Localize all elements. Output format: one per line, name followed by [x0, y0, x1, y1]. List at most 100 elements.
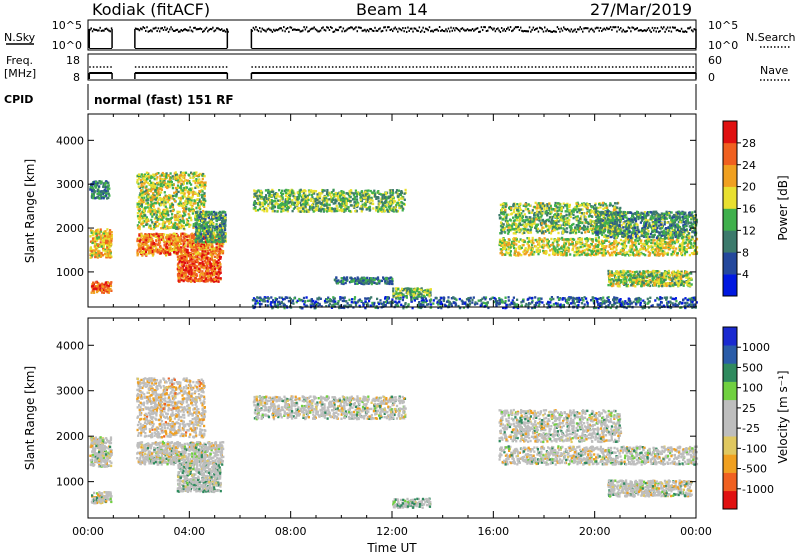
scatter-cell	[516, 251, 519, 254]
scatter-cell	[144, 202, 147, 205]
scatter-cell	[102, 184, 105, 187]
scatter-cell	[213, 227, 216, 230]
scatter-cell	[181, 239, 184, 242]
nsky-point	[585, 27, 588, 30]
nsky-point	[680, 27, 683, 30]
scatter-cell	[356, 276, 359, 279]
scatter-cell	[141, 186, 144, 189]
scatter-cell	[189, 223, 192, 227]
scatter-cell	[276, 203, 280, 206]
scatter-cell	[212, 251, 215, 255]
scatter-cell	[89, 240, 93, 243]
scatter-cell	[179, 236, 182, 239]
scatter-cell	[148, 183, 151, 186]
scatter-cell	[681, 250, 684, 253]
scatter-cell	[136, 224, 139, 227]
scatter-cell	[107, 284, 110, 288]
scatter-cell	[189, 208, 193, 211]
scatter-cell	[349, 276, 352, 280]
scatter-cell	[188, 261, 191, 264]
scatter-cell	[296, 191, 299, 194]
nsky-tick-bottom: 10^0	[52, 39, 82, 52]
scatter-cell	[278, 206, 281, 210]
scatter-cell	[147, 173, 150, 176]
scatter-cell	[387, 282, 390, 285]
nsky-point	[204, 28, 207, 31]
scatter-cell	[99, 243, 103, 246]
scatter-cell	[205, 224, 208, 227]
cpid-text: normal (fast) 151 RF	[94, 93, 234, 107]
scatter-cell	[350, 277, 353, 280]
scatter-cell	[91, 189, 94, 192]
nsky-point	[103, 29, 105, 32]
scatter-cell	[209, 219, 212, 222]
scatter-cell	[202, 241, 205, 244]
scatter-cell	[155, 246, 158, 249]
nsky-point	[272, 28, 275, 31]
scatter-cell	[199, 181, 202, 185]
scatter-cell	[198, 198, 201, 201]
scatter-cell	[184, 253, 187, 257]
nsky-point	[365, 30, 367, 33]
nsky-point	[385, 29, 388, 32]
scatter-cell	[378, 282, 381, 285]
scatter-cell	[284, 194, 288, 198]
nsky-point	[260, 30, 262, 33]
scatter-cell	[156, 188, 159, 191]
scatter-cell	[558, 250, 561, 254]
scatter-cell	[139, 212, 142, 216]
scatter-cell	[172, 243, 175, 246]
scatter-cell	[417, 295, 421, 298]
scatter-cell	[155, 187, 159, 190]
scatter-cell	[222, 222, 226, 226]
scatter-cell	[366, 276, 369, 280]
scatter-cell	[158, 238, 161, 241]
scatter-cell	[210, 248, 213, 251]
scatter-cell	[138, 210, 141, 213]
scatter-cell	[506, 252, 509, 255]
scatter-cell	[192, 279, 195, 282]
scatter-cell	[550, 237, 553, 241]
scatter-cell	[604, 239, 607, 243]
nsky-point	[632, 26, 635, 29]
scatter-cell	[143, 220, 146, 223]
scatter-cell	[210, 247, 213, 250]
nsky-point	[157, 27, 160, 30]
nsky-point	[468, 29, 470, 32]
scatter-cell	[219, 277, 222, 280]
scatter-cell	[187, 207, 190, 210]
scatter-cell	[165, 217, 168, 220]
scatter-cell	[268, 192, 271, 195]
scatter-cell	[315, 202, 318, 205]
scatter-cell	[197, 229, 201, 232]
scatter-cell	[149, 239, 152, 243]
scatter-cell	[397, 294, 400, 297]
nsky-point	[569, 30, 571, 33]
scatter-cell	[186, 267, 189, 271]
scatter-cell	[193, 270, 196, 274]
scatter-cell	[171, 205, 174, 209]
scatter-cell	[423, 291, 426, 294]
scatter-cell	[99, 194, 102, 197]
scatter-cell	[217, 245, 220, 249]
scatter-cell	[191, 232, 194, 235]
scatter-cell	[107, 256, 110, 259]
scatter-cell	[153, 174, 156, 177]
scatter-cell	[413, 290, 416, 294]
nsky-point	[551, 30, 554, 33]
scatter-cell	[163, 191, 166, 194]
scatter-cell	[344, 206, 347, 210]
scatter-cell	[509, 250, 512, 253]
scatter-cell	[155, 213, 158, 216]
scatter-cell	[377, 279, 380, 283]
scatter-cell	[342, 191, 345, 194]
scatter-cell	[188, 241, 191, 244]
scatter-cell	[182, 227, 185, 230]
scatter-cell	[574, 244, 577, 247]
scatter-cell	[364, 204, 367, 207]
scatter-cell	[214, 263, 217, 266]
nsky-point	[360, 26, 362, 29]
scatter-cell	[205, 210, 208, 214]
scatter-cell	[381, 197, 384, 200]
scatter-cell	[173, 251, 176, 254]
